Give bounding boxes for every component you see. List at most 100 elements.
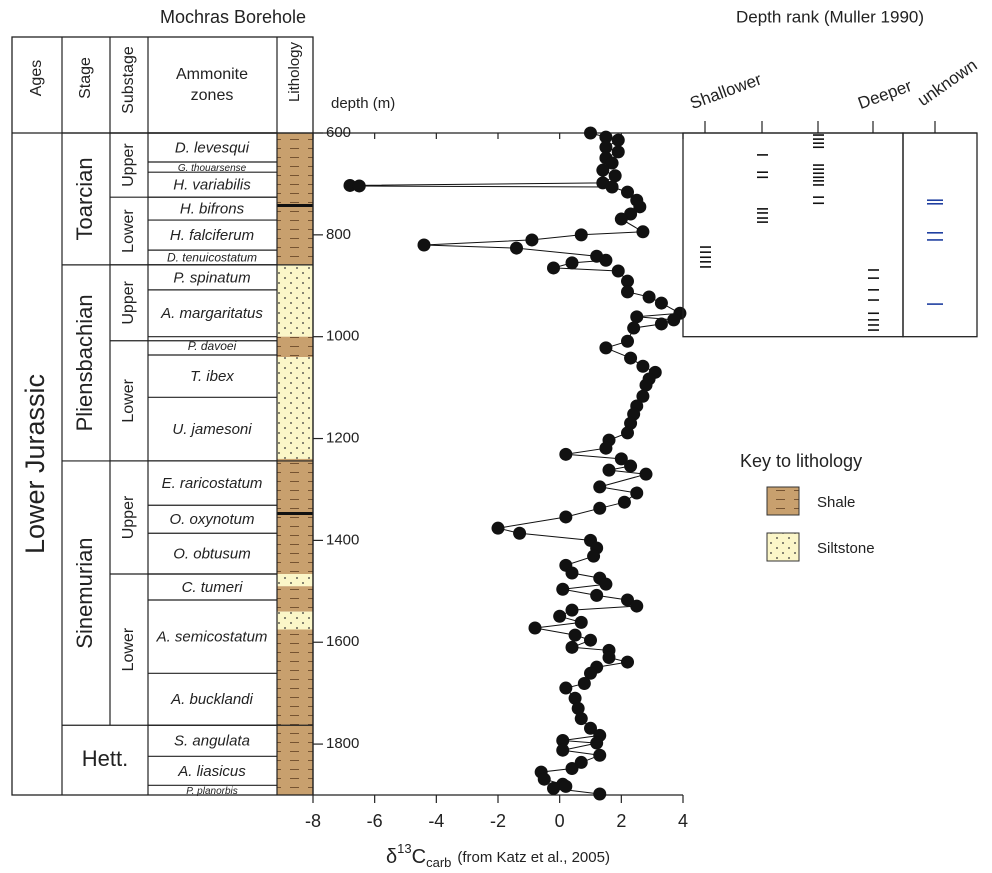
data-point (624, 351, 638, 365)
data-point (621, 185, 634, 199)
data-point (565, 640, 579, 654)
data-point (667, 313, 681, 327)
x-label-part: carb (426, 855, 451, 870)
data-point (525, 233, 539, 247)
x-axis-label: δ13Ccarb (from Katz et al., 2005) (386, 841, 610, 870)
substage-label: Lower (120, 627, 137, 671)
zone-label: C. tumeri (182, 579, 244, 596)
data-point (584, 126, 597, 140)
header-zones: Ammonite (176, 66, 248, 83)
data-point (584, 666, 597, 680)
data-point (417, 238, 431, 252)
data-point (599, 341, 613, 355)
lithology-interval (277, 357, 313, 459)
data-point (553, 609, 567, 623)
key-title: Key to lithology (740, 451, 862, 471)
data-point (568, 628, 582, 642)
data-point (621, 285, 634, 299)
y-tick-label: 1200 (326, 430, 359, 447)
y-tick-label: 1000 (326, 328, 359, 345)
data-point (611, 133, 625, 147)
depth-rank-title: Depth rank (Muller 1990) (736, 7, 924, 26)
data-point (596, 163, 610, 177)
data-point (636, 389, 650, 403)
data-point (577, 676, 591, 690)
key-swatch (766, 486, 800, 516)
data-point (593, 480, 607, 494)
data-point (605, 156, 619, 170)
stage-label: Pliensbachian (72, 294, 97, 431)
x-tick-label: -6 (367, 811, 383, 831)
data-point (590, 736, 604, 750)
data-point (621, 334, 634, 348)
header-substage: Substage (120, 46, 137, 114)
data-point (565, 566, 579, 580)
key-label: Siltstone (817, 540, 875, 557)
data-point (614, 452, 628, 466)
data-point (587, 549, 601, 563)
x-label-part: 13 (397, 841, 411, 856)
data-point (599, 130, 613, 144)
data-point (584, 633, 597, 647)
data-point (547, 261, 560, 275)
header-ages: Ages (28, 60, 45, 96)
data-point (605, 180, 619, 194)
lithology-interval (277, 458, 313, 574)
data-point (599, 441, 613, 455)
data-point (574, 615, 588, 629)
data-point (343, 178, 357, 192)
data-point (599, 253, 613, 267)
data-point (621, 593, 634, 607)
borehole-title: Mochras Borehole (160, 7, 306, 27)
data-point (621, 655, 634, 669)
data-point (565, 256, 579, 270)
data-point (602, 463, 616, 477)
data-point (574, 712, 588, 726)
lithology-interval (277, 133, 313, 265)
data-point (593, 748, 607, 762)
data-point (491, 521, 505, 535)
data-point (621, 426, 634, 440)
key-swatch (766, 532, 800, 562)
zone-label: O. oxynotum (169, 511, 254, 528)
x-tick-label: -8 (305, 811, 321, 831)
y-tick-label: 600 (326, 124, 351, 141)
lithology-interval (277, 611, 313, 630)
data-point (556, 743, 570, 757)
data-point (611, 145, 625, 159)
data-point (584, 721, 597, 735)
zone-label: P. planorbis (186, 786, 238, 797)
rank-label: Deeper (855, 76, 914, 113)
zone-label: E. raricostatum (162, 475, 263, 492)
lithology-interval (277, 629, 313, 795)
zone-label: A. semicostatum (156, 629, 268, 646)
substage-label: Upper (120, 143, 137, 187)
substage-label: Upper (120, 280, 137, 324)
data-point (624, 459, 638, 473)
zone-label: D. levesqui (175, 139, 250, 156)
data-point (614, 212, 628, 226)
data-point (630, 599, 644, 613)
key-label: Shale (817, 494, 855, 511)
data-point (602, 651, 616, 665)
data-point (608, 169, 622, 183)
zone-label: D. tenuicostatum (167, 251, 257, 265)
header-lithology: Lithology (286, 41, 303, 102)
data-point (556, 734, 570, 748)
data-point (559, 681, 573, 695)
data-point (513, 526, 527, 540)
y-tick-label: 1600 (326, 633, 359, 650)
substage-label: Lower (120, 209, 137, 253)
data-point (559, 510, 573, 524)
lithology-interval (277, 264, 313, 337)
x-label-part: C (412, 846, 426, 868)
substage-label: Upper (120, 495, 137, 539)
stage-label: Sinemurian (72, 537, 97, 648)
data-point (559, 447, 573, 461)
unknown-label: unknown (914, 55, 981, 110)
data-point (568, 691, 582, 705)
zone-label: P. spinatum (173, 269, 250, 286)
data-point (565, 603, 579, 617)
data-point (593, 787, 607, 801)
data-point (642, 290, 656, 304)
